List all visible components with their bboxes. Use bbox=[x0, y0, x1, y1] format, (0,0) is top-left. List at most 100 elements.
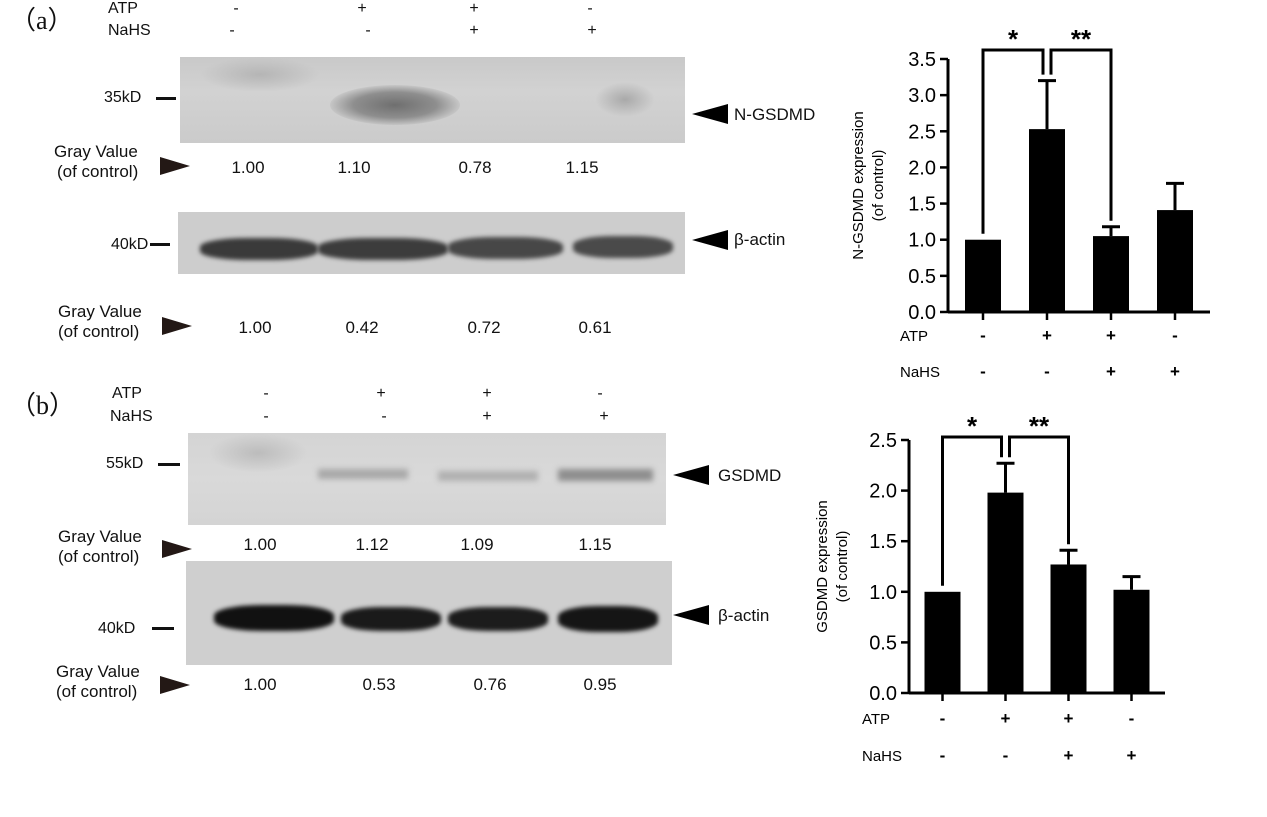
x-row-sign: + bbox=[1042, 326, 1052, 345]
band-label: GSDMD bbox=[718, 466, 782, 485]
gray-value: 1.15 bbox=[565, 158, 599, 177]
bar bbox=[965, 239, 1001, 312]
bar bbox=[924, 591, 961, 693]
y-tick-label: 1.0 bbox=[869, 582, 897, 604]
y-tick-label: 2.5 bbox=[908, 121, 936, 143]
gray-value: 0.72 bbox=[467, 318, 501, 337]
marker-tick bbox=[150, 243, 170, 246]
mw-marker: 35kD bbox=[104, 89, 142, 106]
lane-sign: + bbox=[469, 22, 479, 39]
marker-tick bbox=[152, 627, 174, 630]
gray-value-label: Gray Value (of control) bbox=[56, 662, 140, 701]
lane-sign: + bbox=[482, 385, 492, 402]
gray-value: 1.00 bbox=[243, 675, 277, 694]
significance-bracket bbox=[1008, 435, 1070, 545]
y-tick-label: 2.0 bbox=[869, 481, 897, 503]
bar bbox=[1050, 564, 1087, 693]
gray-value-label: Gray Value (of control) bbox=[58, 302, 142, 341]
gray-value-label: Gray Value (of control) bbox=[58, 527, 142, 566]
gray-value: 0.78 bbox=[458, 158, 492, 177]
gray-value: 0.95 bbox=[583, 675, 617, 694]
y-tick-label: 0.5 bbox=[908, 266, 936, 288]
lane-sign: - bbox=[229, 22, 235, 39]
gray-value: 1.00 bbox=[243, 535, 277, 554]
y-axis-label: N-GSDMD expression bbox=[850, 111, 867, 259]
x-row-sign: - bbox=[940, 709, 946, 728]
x-row-label: ATP bbox=[900, 328, 928, 345]
y-tick-label: 2.0 bbox=[908, 157, 936, 179]
y-tick-label: 3.5 bbox=[908, 49, 936, 71]
gray-value-label: Gray Value (of control) bbox=[54, 142, 139, 181]
x-row-sign: + bbox=[1170, 362, 1180, 381]
gray-value-arrow-icon bbox=[162, 540, 192, 558]
band-arrow-icon bbox=[692, 230, 728, 250]
gray-value: 0.42 bbox=[345, 318, 379, 337]
mw-marker: 40kD bbox=[98, 620, 136, 637]
lane-sign: + bbox=[587, 22, 597, 39]
y-tick-label: 0.5 bbox=[869, 632, 897, 654]
beta-actin-blot-image bbox=[186, 561, 672, 665]
gray-value-arrow-icon bbox=[160, 676, 190, 694]
x-row-sign: + bbox=[1106, 326, 1116, 345]
bar bbox=[1029, 129, 1065, 312]
significance-marker: ** bbox=[1071, 24, 1092, 54]
band-label: β-actin bbox=[734, 230, 786, 249]
lane-sign: + bbox=[469, 0, 479, 17]
panel-b-label: （b） bbox=[10, 391, 76, 420]
bar bbox=[1113, 589, 1150, 693]
bar bbox=[1157, 210, 1193, 312]
band-label: N-GSDMD bbox=[734, 105, 816, 124]
lane-sign: + bbox=[482, 408, 492, 425]
marker-tick bbox=[158, 463, 180, 466]
significance-bracket bbox=[1049, 48, 1113, 221]
x-row-sign: - bbox=[980, 326, 986, 345]
gray-value: 1.00 bbox=[238, 318, 272, 337]
x-row-label: ATP bbox=[862, 711, 890, 728]
band-arrow-icon bbox=[673, 605, 709, 625]
y-tick-label: 2.5 bbox=[869, 430, 897, 452]
y-tick-label: 3.0 bbox=[908, 85, 936, 107]
beta-actin-blot-image bbox=[178, 212, 685, 274]
atp-row-label: ATP bbox=[112, 385, 142, 402]
gsdmd-blot-image bbox=[188, 433, 666, 525]
lane-sign: - bbox=[381, 408, 387, 425]
gray-value: 1.09 bbox=[460, 535, 494, 554]
gray-value: 0.53 bbox=[362, 675, 396, 694]
nahs-row-label: NaHS bbox=[110, 408, 153, 425]
gray-value-arrow-icon bbox=[162, 317, 192, 335]
significance-marker: ** bbox=[1029, 411, 1050, 441]
lane-sign: - bbox=[263, 385, 269, 402]
y-tick-label: 0.0 bbox=[908, 302, 936, 324]
gray-value: 1.12 bbox=[355, 535, 389, 554]
lane-sign: + bbox=[376, 385, 386, 402]
mw-marker: 40kD bbox=[111, 236, 149, 253]
lane-sign: - bbox=[587, 0, 593, 17]
band-arrow-icon bbox=[692, 104, 728, 124]
gray-value: 1.10 bbox=[337, 158, 371, 177]
atp-row-label: ATP bbox=[108, 0, 138, 17]
x-row-sign: + bbox=[1064, 709, 1074, 728]
lane-sign: - bbox=[233, 0, 239, 17]
y-tick-label: 1.5 bbox=[869, 531, 897, 553]
x-row-label: NaHS bbox=[862, 748, 902, 765]
n-gsdmd-blot-image bbox=[180, 57, 685, 143]
gray-value-arrow-icon bbox=[160, 157, 190, 175]
y-tick-label: 0.0 bbox=[869, 683, 897, 705]
nahs-row-label: NaHS bbox=[108, 22, 151, 39]
lane-sign: - bbox=[597, 385, 603, 402]
y-axis-label: (of control) bbox=[870, 150, 887, 222]
band-arrow-icon bbox=[673, 465, 709, 485]
panel-a-label: （a） bbox=[10, 6, 74, 35]
gray-value: 1.15 bbox=[578, 535, 612, 554]
gray-value: 0.61 bbox=[578, 318, 612, 337]
significance-bracket bbox=[981, 48, 1045, 234]
x-row-label: NaHS bbox=[900, 364, 940, 381]
y-axis-label: GSDMD expression bbox=[814, 500, 831, 633]
lane-sign: + bbox=[599, 408, 609, 425]
x-row-sign: - bbox=[1129, 709, 1135, 728]
bar bbox=[1093, 236, 1129, 312]
y-tick-label: 1.5 bbox=[908, 194, 936, 216]
x-row-sign: - bbox=[940, 746, 946, 765]
x-row-sign: - bbox=[980, 362, 986, 381]
gray-value: 1.00 bbox=[231, 158, 265, 177]
